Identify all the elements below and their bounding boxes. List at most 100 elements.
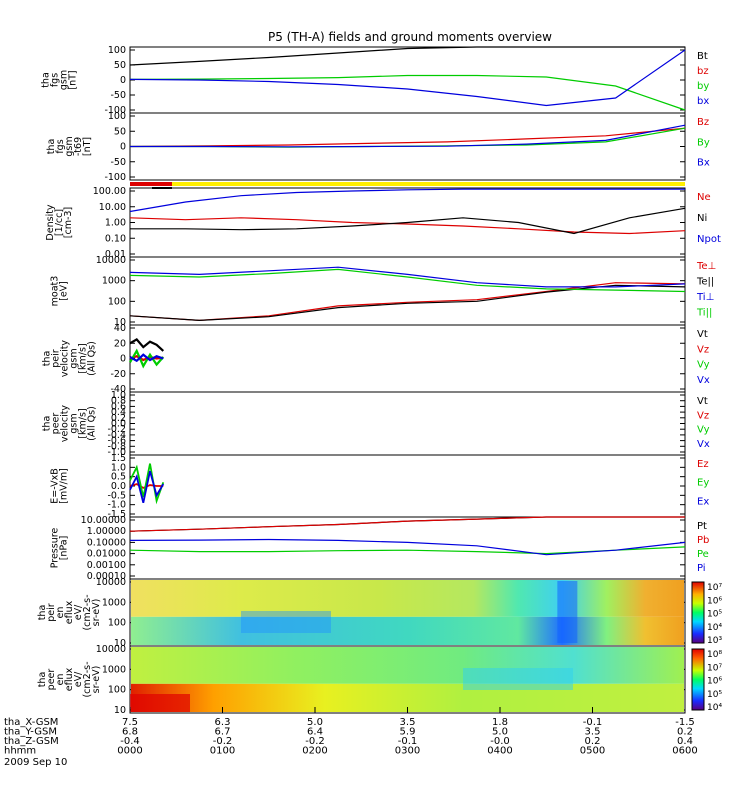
y-axis-label: tha [37,672,48,688]
axis-value: 0600 [672,746,697,757]
y-tick-label: -0.5 [107,490,126,501]
y-tick-label: -40 [110,384,126,395]
axis-value: -0.2 [213,736,233,747]
axis-value: 0000 [117,746,142,757]
colorbar-label: 10⁸ [707,650,722,660]
axis-value: 7.5 [122,717,138,728]
y-axis-label: (All Qs) [87,341,98,376]
axis-value: 0.2 [585,736,601,747]
y-tick-label: 10.00000 [81,515,126,526]
y-tick-label: -50 [110,90,126,101]
y-axis-label: peer [46,669,57,691]
axis-value: 0.2 [677,727,693,738]
y-axis-label: velocity [60,405,71,443]
y-axis-label: moat3 [50,276,61,307]
spectrogram-band-high [131,647,684,684]
axis-value: -0.4 [120,736,140,747]
y-tick-label: 0.10 [105,233,126,244]
legend-entry: Te|| [696,277,714,288]
colorbar-label: 10³ [707,636,722,646]
y-axis-label: tha [42,351,53,367]
y-axis-label: [cm-3] [63,207,74,238]
y-tick-label: 0.01 [105,249,126,260]
series-line-Ti⊥ [129,266,686,288]
y-tick-label: 100 [108,296,126,307]
series-line-bx [129,49,686,107]
y-tick-label: 0 [120,354,126,365]
colorbar-label: 10⁴ [707,703,722,713]
legend-entry: Bz [697,117,709,128]
legend-entry: Vt [697,396,708,407]
y-axis-label: sr-eV) [91,666,102,694]
y-axis-label: [nT] [68,70,79,89]
y-tick-label: 100 [108,685,126,696]
y-tick-label: -0.6 [107,436,126,447]
series-line-Ne [129,217,686,235]
y-tick-label: 1.0 [111,390,126,401]
colorbar-label: 10⁵ [707,690,722,700]
legend-entry: Ni [697,213,707,224]
legend-entry: Npot [697,234,721,245]
date-label: 2009 Sep 10 [4,757,67,768]
legend-entry: Ti⊥ [696,292,714,303]
panels-group: 100500-50-100thafgsgsm[nT]Btbzbybx100500… [37,45,722,716]
y-tick-label: 1.0 [111,462,126,473]
series-line-Vt [129,337,165,352]
y-axis-label: [mV/m] [59,468,70,504]
axis-value: 0300 [395,746,420,757]
series-line-Npot [129,188,685,213]
panel-frame [129,516,686,580]
series-line-Bz [129,127,686,148]
y-tick-label: 1.00 [105,218,126,229]
spectrogram-patch [241,611,331,633]
y-axis-label: E=-VxB [50,468,61,503]
colorbar-label: 10⁶ [707,677,722,687]
series-line-Pe [129,546,686,555]
y-axis-label: (cm2-s- [82,594,93,630]
y-tick-label: 10 [114,705,126,716]
y-tick-label: 0.6 [111,401,126,412]
colorbar [691,648,705,711]
y-axis-label: velocity [60,340,71,378]
y-axis-label: [nPa] [59,536,70,561]
status-bar-red [130,182,172,186]
y-axis-label: -t69 [73,137,84,156]
y-axis-label: tha [37,605,48,621]
legend-entry: Vz [697,410,709,421]
colorbar-label: 10⁵ [707,610,722,620]
axis-value: 0500 [580,746,605,757]
y-axis-label: gsm [69,413,80,433]
y-tick-label: -1.5 [107,509,126,520]
y-axis-label: [km/s] [78,408,89,438]
series-line-Pi [129,538,686,556]
series-line-Ti|| [129,268,686,293]
axis-value: 6.3 [215,717,231,728]
panel-frame [129,324,686,393]
time-axis: tha_X-GSMtha_Y-GSMtha_Z-GSMhhmm7.56.8-0.… [4,707,698,757]
axis-value: 3.5 [585,727,601,738]
y-tick-label: 0.10000 [87,537,126,548]
y-axis-label: (All Qs) [87,406,98,441]
legend-entry: Vx [697,439,710,450]
legend-entry: Vy [697,425,710,436]
legend-entry: By [697,137,710,148]
spectrogram-band-low [131,616,684,645]
y-axis-label: [nT] [82,137,93,156]
y-tick-label: -1.0 [107,500,126,511]
legend-entry: Vx [697,375,710,386]
panel-frame [129,454,686,518]
panel-frame [129,391,686,456]
y-tick-label: 100 [108,618,126,629]
status-bar-yellow [172,182,685,186]
y-tick-label: 10000 [96,255,126,266]
y-axis-label: peer [51,413,62,435]
axis-value: -1.5 [675,717,695,728]
y-axis-label: eV/ [73,671,84,687]
y-tick-label: 100 [108,111,126,122]
y-tick-label: 20 [114,338,126,349]
y-axis-label: gsm [64,136,75,156]
y-tick-label: 10 [114,317,126,328]
y-tick-label: 1000 [102,597,126,608]
colorbar-label: 10⁷ [707,583,722,593]
